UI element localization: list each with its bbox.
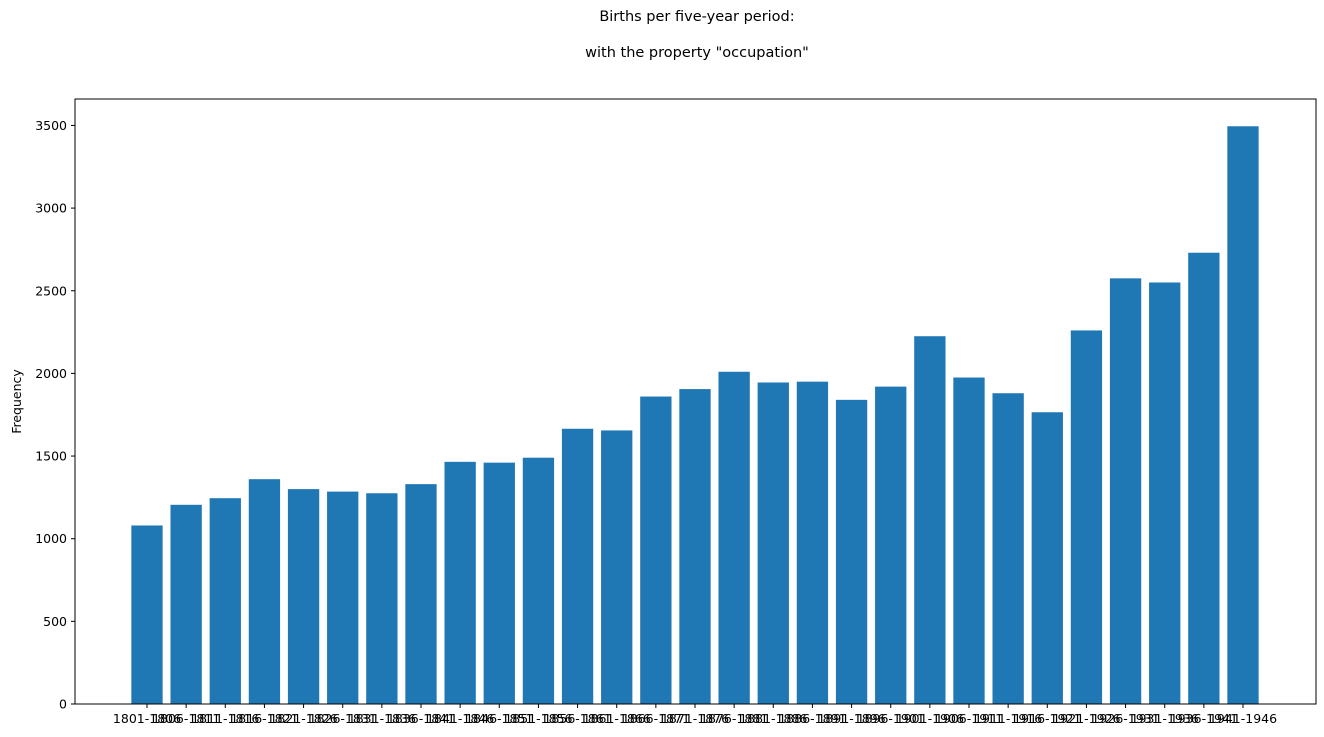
- plot-frame: [74, 98, 1317, 705]
- bar-1896-1901: [875, 386, 907, 704]
- x-tick-label: 1881-1886: [739, 711, 807, 726]
- x-tick-label: 1816-1821: [230, 711, 298, 726]
- x-tick-label: 1846-1851: [465, 711, 533, 726]
- x-tick-label: 1811-1816: [191, 711, 259, 726]
- bar-1901-1906: [914, 336, 946, 704]
- y-tick-label: 500: [43, 614, 67, 629]
- bar-1861-1866: [601, 430, 633, 704]
- x-tick-label: 1836-1841: [387, 711, 455, 726]
- y-tick-label: 1500: [35, 449, 67, 464]
- x-tick-label: 1831-1836: [348, 711, 416, 726]
- y-axis-label: Frequency: [9, 369, 24, 434]
- bar-1911-1916: [992, 393, 1024, 704]
- bar-1851-1856: [522, 457, 555, 704]
- bar-1871-1876: [679, 389, 711, 704]
- x-tick-label: 1896-1901: [857, 711, 925, 726]
- x-tick-label: 1901-1906: [896, 711, 964, 726]
- bar-1831-1836: [366, 493, 398, 704]
- x-tick-label: 1841-1846: [426, 711, 494, 726]
- bar-1836-1841: [405, 484, 437, 704]
- bar-1921-1926: [1070, 330, 1103, 704]
- bar-1936-1941: [1188, 252, 1220, 705]
- y-tick-label: 2500: [35, 283, 67, 298]
- x-tick-label: 1876-1881: [700, 711, 768, 726]
- bar-1866-1871: [640, 396, 672, 704]
- x-tick-label: 1921-1926: [1052, 711, 1120, 726]
- bar-1846-1851: [483, 462, 515, 704]
- bar-1806-1811: [170, 504, 202, 704]
- bar-1941-1946: [1227, 126, 1259, 704]
- bar-1856-1861: [561, 428, 594, 704]
- x-tick-label: 1931-1936: [1131, 711, 1199, 726]
- y-axis: 0 500 1000 1500 2000 2500 3000 3500: [35, 118, 75, 712]
- bar-1811-1816: [209, 498, 241, 704]
- x-tick-label: 1861-1866: [583, 711, 651, 726]
- x-tick-label: 1916-1921: [1013, 711, 1081, 726]
- bar-1891-1896: [835, 399, 868, 704]
- x-tick-label: 1926-1931: [1091, 711, 1159, 726]
- x-tick-label: 1906-1911: [935, 711, 1003, 726]
- x-tick-label: 1936-1941: [1170, 711, 1238, 726]
- x-tick-label: 1851-1856: [504, 711, 572, 726]
- x-tick-label: 1871-1876: [661, 711, 729, 726]
- bar-1886-1891: [796, 381, 829, 704]
- x-axis: 1801-18061806-18111811-18161816-18211821…: [113, 704, 1277, 726]
- chart-title: Births per five-year period:: [599, 9, 794, 25]
- bar-1926-1931: [1109, 278, 1142, 704]
- bar-1916-1921: [1031, 412, 1063, 704]
- y-tick-label: 3000: [35, 201, 67, 216]
- y-tick-label: 3500: [35, 118, 67, 133]
- bar-1821-1826: [287, 489, 320, 704]
- x-tick-label: 1886-1891: [778, 711, 846, 726]
- y-tick-label: 1000: [35, 531, 67, 546]
- bar-1816-1821: [248, 479, 281, 704]
- y-tick-label: 0: [59, 697, 67, 712]
- y-tick-label: 2000: [35, 366, 67, 381]
- bar-1931-1936: [1149, 282, 1181, 704]
- x-tick-label: 1821-1826: [269, 711, 337, 726]
- bars-group: [131, 126, 1259, 705]
- bar-1876-1881: [718, 371, 750, 704]
- x-tick-label: 1801-1806: [113, 711, 181, 726]
- x-tick-label: 1866-1871: [622, 711, 690, 726]
- bar-1841-1846: [444, 461, 476, 704]
- x-tick-label: 1806-1811: [152, 711, 220, 726]
- bar-1906-1911: [953, 377, 985, 704]
- x-tick-label: 1911-1916: [974, 711, 1042, 726]
- chart-subtitle: with the property "occupation": [585, 45, 809, 61]
- bar-1826-1831: [327, 491, 359, 704]
- x-tick-label: 1826-1831: [309, 711, 377, 726]
- x-tick-label: 1941-1946: [1209, 711, 1277, 726]
- bar-1801-1806: [131, 525, 163, 704]
- x-tick-label: 1891-1896: [817, 711, 885, 726]
- bar-1881-1886: [757, 382, 789, 704]
- x-tick-label: 1856-1861: [543, 711, 611, 726]
